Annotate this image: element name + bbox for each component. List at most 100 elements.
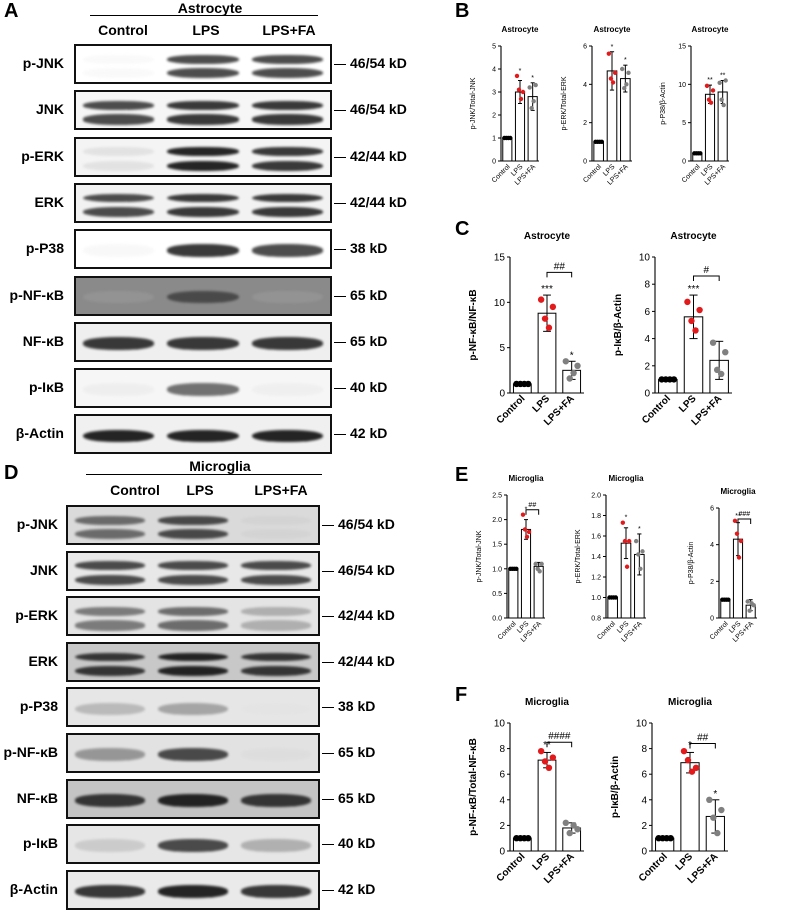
data-point [626,538,632,544]
micro-kd-tick [322,753,334,754]
data-point [732,518,738,524]
micro-band [241,884,312,898]
data-point [613,595,619,600]
bar [520,528,532,619]
astro-blot-image [74,275,332,316]
astro-row-label: NF-κB [22,332,64,349]
data-point [638,566,643,571]
significance-mark: * [713,789,717,800]
data-point [751,602,756,608]
comparison-bracket [689,742,716,749]
astro-kd-label: 46/54 kD [350,55,407,71]
x-tick-label: Control [491,163,512,184]
micro-kd-label: 65 kD [338,744,376,760]
astro-band [252,68,324,79]
chart-title: Microglia [668,697,712,708]
y-tick-label: 1.8 [591,513,601,520]
astro-blot-image [74,368,332,409]
astro-kd-label: 42/44 kD [350,147,407,164]
y-tick-label: 8 [499,744,505,755]
micro-band [241,793,312,807]
bracket-label: ### [738,511,750,518]
astro-kd-tick [334,341,346,343]
chart-title: Astrocyte [594,25,631,34]
micro-group-line [86,474,322,475]
astro-kd-label: 42 kD [350,425,388,442]
astro-row-label: p-JNK [22,55,64,71]
astro-band [82,193,154,203]
data-point [537,569,542,574]
data-point [526,529,532,535]
y-tick-label: 4 [644,334,650,345]
micro-kd-label: 46/54 kD [338,516,395,532]
panel-label-b: B [455,0,470,22]
astro-blot-image [74,90,332,131]
x-tick-label: LPS [677,393,699,415]
y-axis-label: p-ERK/Total-ERK [561,76,568,130]
data-point [606,51,612,56]
panel-label-a: A [4,0,19,22]
chart-e2: Microglia 0.8 1.0 1.2 1.4 1.6 1.8 2.0 p-ERK/Tota… [575,474,646,644]
data-point [640,549,645,554]
chart-title: Microglia [608,474,644,483]
y-tick-label: 5 [492,43,496,50]
micro-blot-image [66,733,320,773]
data-point [508,135,513,141]
astro-band [167,114,239,125]
data-point [718,806,725,814]
y-tick-label: 6 [710,505,714,512]
micro-row-label: p-P38 [19,698,58,715]
chart-b1: Astrocyte012345p-JNK/Total-JNK**ControlL… [470,25,539,187]
data-point [667,835,674,842]
astro-band [252,244,324,258]
data-point [545,764,553,771]
micro-band [158,793,228,807]
data-point [670,376,678,383]
astro-row-label: JNK [35,101,64,118]
bar [593,141,604,162]
data-point [541,758,549,765]
micro-row-label: p-NF-κB [3,744,58,760]
data-point [599,139,605,145]
data-point [539,561,544,567]
y-tick-label: 2 [710,579,714,586]
micro-row-label: p-ERK [15,607,58,624]
data-point [566,375,573,382]
micro-band [241,839,312,853]
data-point [624,82,629,87]
micro-band [74,839,145,853]
data-point [745,599,750,604]
micro-col-control: Control [110,482,160,498]
y-axis-label: p-ERK/Total-ERK [575,529,582,583]
bracket-label: # [704,265,710,276]
data-point [723,78,728,83]
y-tick-label: 0.0 [492,615,502,622]
data-point [738,538,744,544]
micro-kd-label: 40 kD [338,835,376,852]
micro-band [158,748,228,761]
astro-kd-tick [334,110,346,112]
astro-kd-tick [334,249,346,251]
astro-band [167,290,239,304]
micro-band [158,574,228,585]
micro-band [158,515,228,525]
significance-mark: * [531,75,534,82]
bar [607,597,618,619]
astro-band [167,54,239,64]
astro-col-lpsfa: LPS+FA [262,22,316,38]
astro-kd-label: 65 kD [350,286,388,303]
data-point [524,380,532,388]
astro-band [167,429,239,443]
astro-blot-image [74,414,332,455]
data-point [518,96,524,102]
data-point [527,85,532,90]
panel-label-c: C [455,218,470,240]
significance-mark: * [611,44,614,51]
astro-band [167,101,239,110]
chart-title: Microglia [720,487,756,496]
micro-kd-tick [322,661,334,663]
micro-band [74,529,145,540]
micro-blot-image [66,824,320,865]
astro-kd-label: 46/54 kD [350,101,407,118]
